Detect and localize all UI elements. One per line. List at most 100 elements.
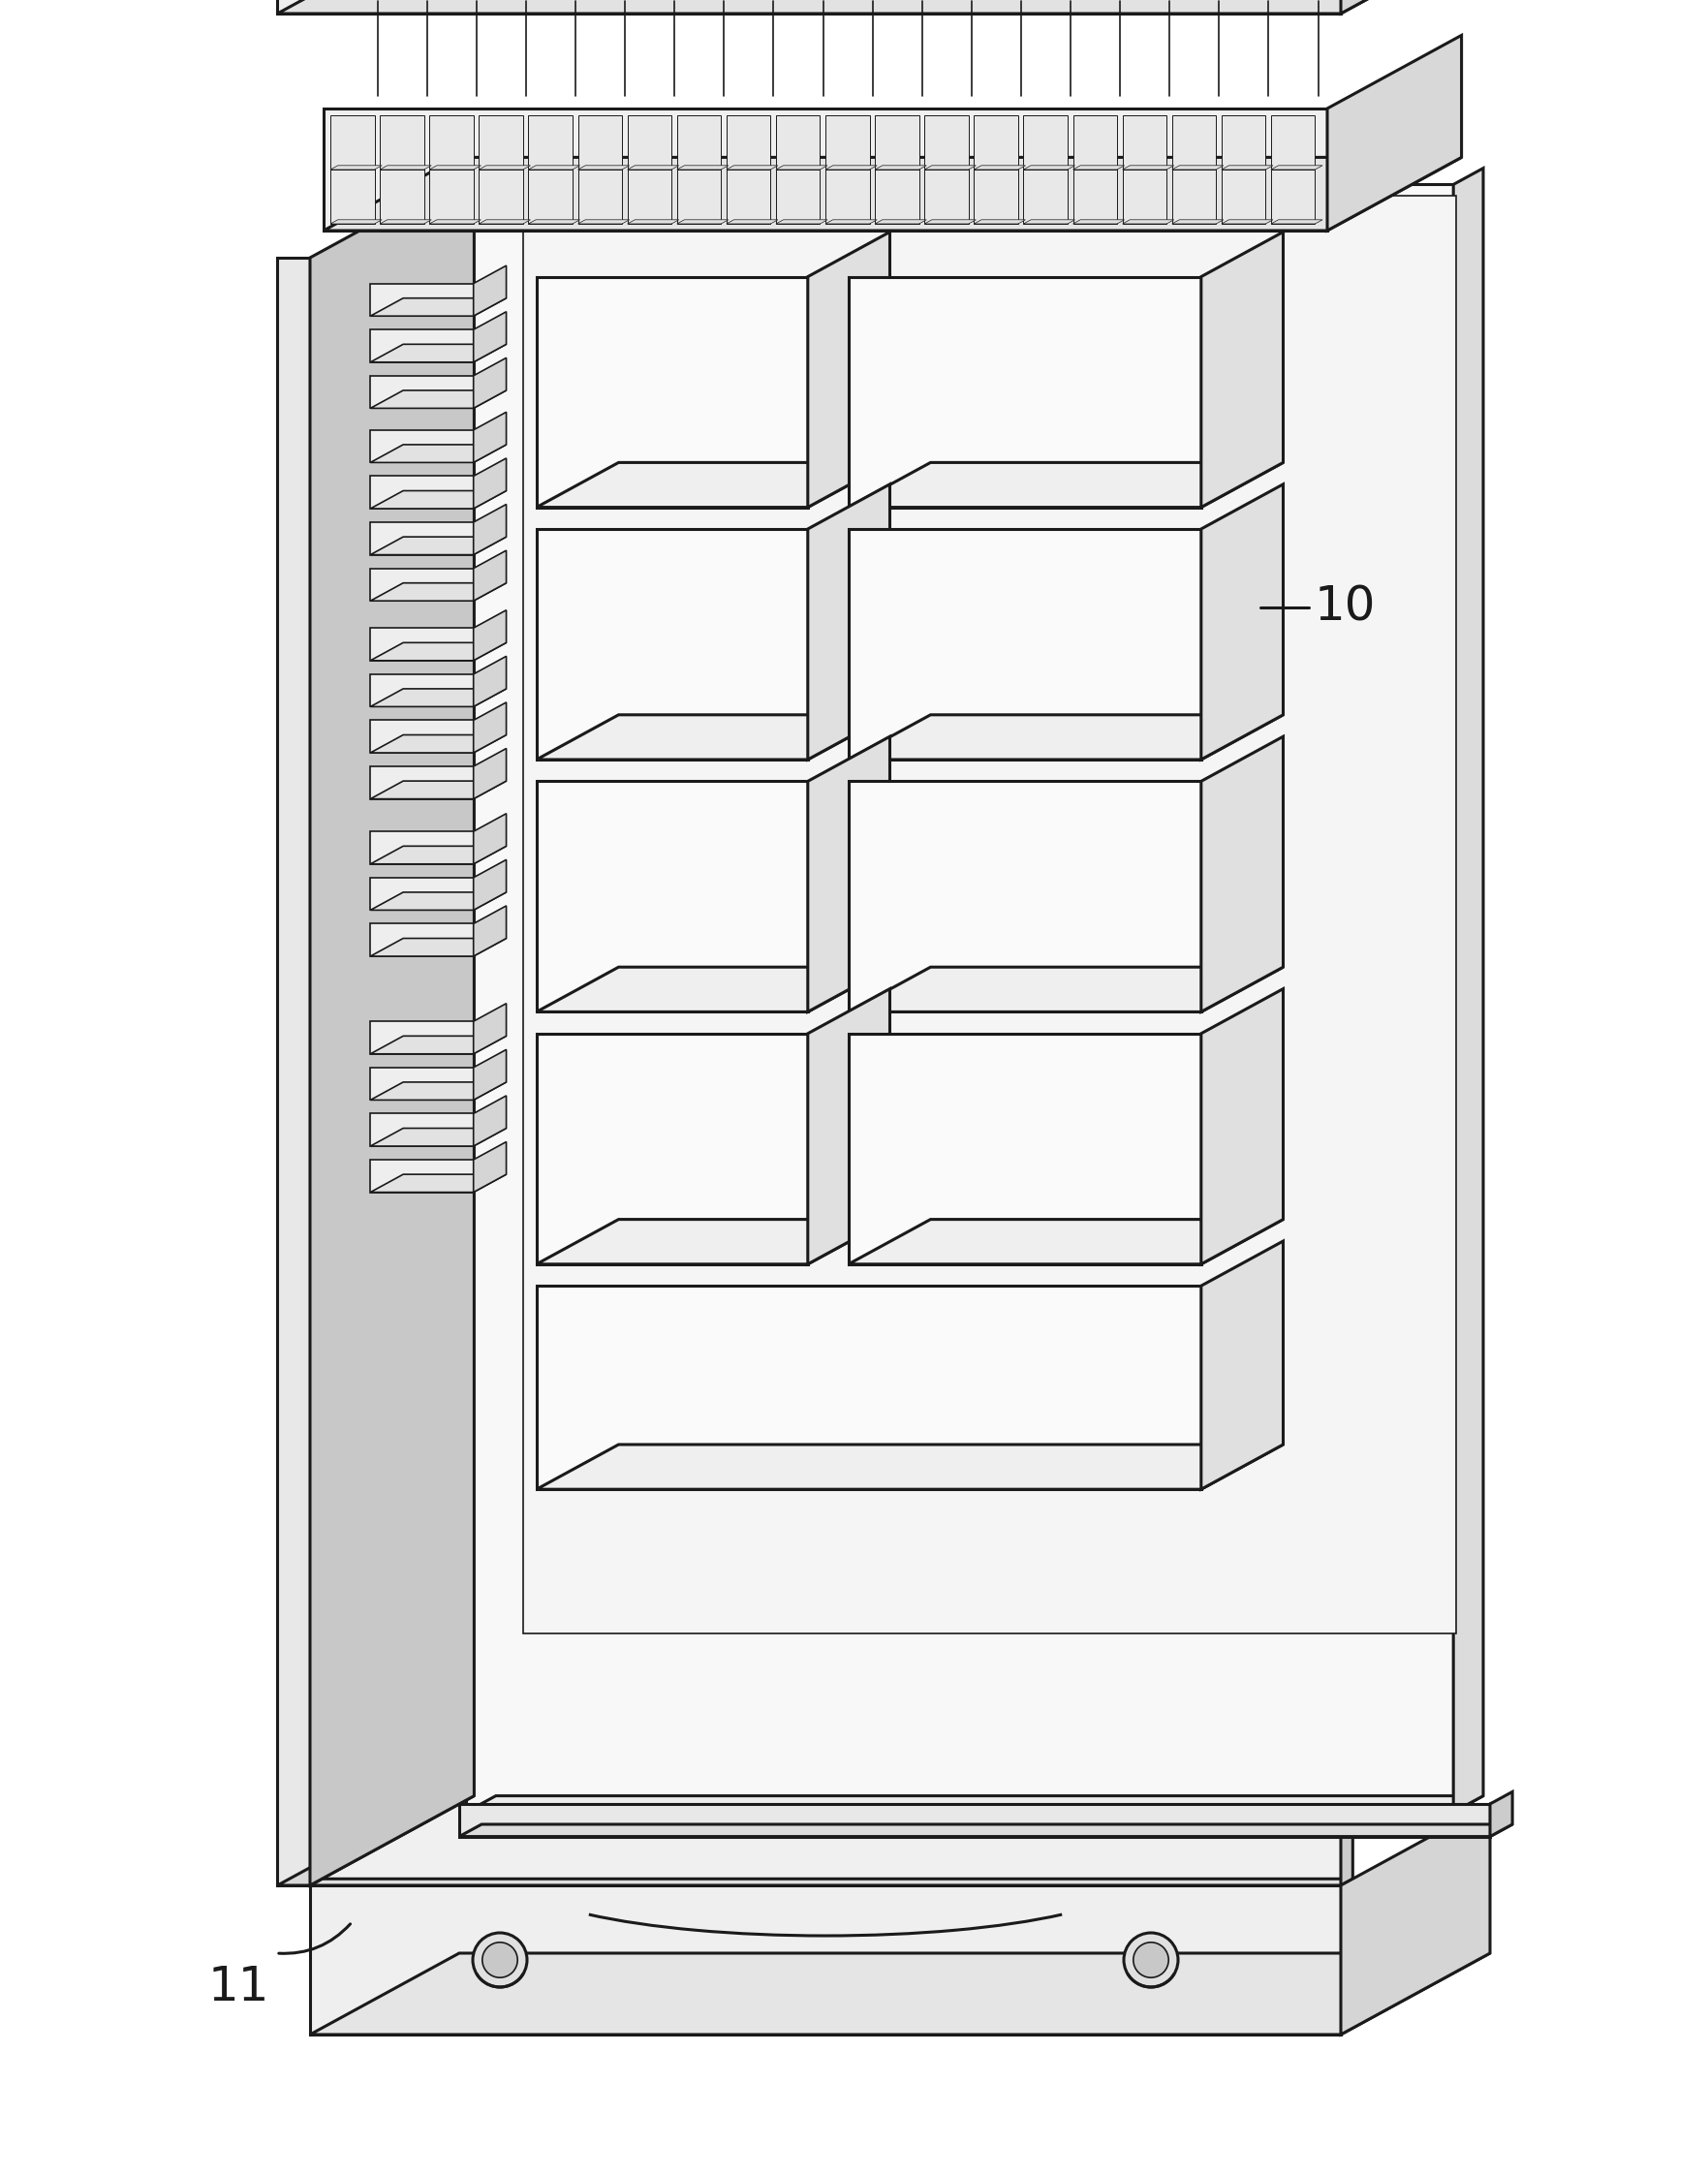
Polygon shape bbox=[371, 444, 506, 463]
Polygon shape bbox=[1271, 220, 1322, 224]
Polygon shape bbox=[379, 220, 432, 224]
Polygon shape bbox=[1073, 115, 1117, 170]
Polygon shape bbox=[371, 477, 473, 509]
Polygon shape bbox=[429, 115, 473, 170]
Polygon shape bbox=[1454, 168, 1483, 1813]
Polygon shape bbox=[528, 170, 572, 224]
Polygon shape bbox=[536, 529, 808, 759]
Polygon shape bbox=[473, 459, 506, 509]
Polygon shape bbox=[371, 781, 506, 799]
Polygon shape bbox=[473, 1142, 506, 1192]
Polygon shape bbox=[459, 1804, 1489, 1837]
Polygon shape bbox=[1172, 170, 1216, 224]
Circle shape bbox=[1124, 1932, 1179, 1987]
Polygon shape bbox=[371, 537, 506, 555]
Polygon shape bbox=[371, 877, 473, 910]
Circle shape bbox=[473, 1932, 528, 1987]
Polygon shape bbox=[825, 115, 869, 170]
Polygon shape bbox=[371, 766, 473, 799]
Polygon shape bbox=[676, 220, 728, 224]
Polygon shape bbox=[1023, 165, 1074, 170]
Polygon shape bbox=[1341, 0, 1378, 13]
Polygon shape bbox=[577, 165, 630, 170]
Polygon shape bbox=[726, 220, 777, 224]
Polygon shape bbox=[536, 1286, 1201, 1488]
Polygon shape bbox=[808, 485, 890, 759]
Polygon shape bbox=[311, 1954, 1489, 2035]
Polygon shape bbox=[371, 1114, 473, 1147]
Polygon shape bbox=[371, 831, 473, 864]
Polygon shape bbox=[478, 165, 531, 170]
Polygon shape bbox=[371, 1175, 506, 1192]
Polygon shape bbox=[473, 814, 506, 864]
Polygon shape bbox=[1023, 220, 1074, 224]
Polygon shape bbox=[1122, 220, 1173, 224]
Polygon shape bbox=[429, 165, 482, 170]
Polygon shape bbox=[1122, 170, 1167, 224]
Polygon shape bbox=[808, 735, 890, 1012]
Polygon shape bbox=[1271, 165, 1322, 170]
Polygon shape bbox=[323, 157, 1462, 231]
Polygon shape bbox=[536, 463, 890, 507]
Polygon shape bbox=[726, 115, 770, 170]
Polygon shape bbox=[311, 1884, 1341, 2035]
Polygon shape bbox=[277, 0, 1341, 13]
Polygon shape bbox=[371, 1036, 506, 1053]
Polygon shape bbox=[775, 220, 827, 224]
Polygon shape bbox=[473, 357, 506, 409]
Polygon shape bbox=[528, 165, 581, 170]
Polygon shape bbox=[1271, 115, 1315, 170]
Polygon shape bbox=[1073, 165, 1124, 170]
Polygon shape bbox=[1201, 233, 1283, 507]
Polygon shape bbox=[1327, 35, 1462, 231]
Polygon shape bbox=[371, 690, 506, 707]
Polygon shape bbox=[676, 170, 721, 224]
Polygon shape bbox=[536, 1034, 808, 1264]
Polygon shape bbox=[1201, 1240, 1283, 1488]
Polygon shape bbox=[429, 220, 482, 224]
Polygon shape bbox=[371, 492, 506, 509]
Polygon shape bbox=[371, 390, 506, 409]
Polygon shape bbox=[874, 165, 926, 170]
Polygon shape bbox=[371, 846, 506, 864]
Polygon shape bbox=[1201, 988, 1283, 1264]
Polygon shape bbox=[726, 170, 770, 224]
Polygon shape bbox=[536, 966, 890, 1012]
Polygon shape bbox=[379, 115, 424, 170]
Circle shape bbox=[1134, 1943, 1168, 1978]
Polygon shape bbox=[825, 220, 876, 224]
Polygon shape bbox=[371, 629, 473, 662]
Polygon shape bbox=[849, 781, 1201, 1012]
Polygon shape bbox=[874, 115, 919, 170]
Polygon shape bbox=[473, 1097, 506, 1147]
Polygon shape bbox=[577, 115, 622, 170]
Polygon shape bbox=[473, 905, 506, 955]
Polygon shape bbox=[371, 283, 473, 316]
Polygon shape bbox=[1221, 165, 1272, 170]
Polygon shape bbox=[459, 1823, 1512, 1837]
Polygon shape bbox=[924, 115, 968, 170]
Polygon shape bbox=[849, 1219, 1283, 1264]
Polygon shape bbox=[577, 170, 622, 224]
Polygon shape bbox=[536, 714, 890, 759]
Polygon shape bbox=[311, 1878, 1353, 1884]
Polygon shape bbox=[478, 115, 523, 170]
Polygon shape bbox=[849, 463, 1283, 507]
Polygon shape bbox=[627, 165, 680, 170]
Polygon shape bbox=[371, 329, 473, 361]
Polygon shape bbox=[1172, 220, 1223, 224]
Polygon shape bbox=[1271, 170, 1315, 224]
Polygon shape bbox=[849, 1034, 1201, 1264]
Polygon shape bbox=[1221, 220, 1272, 224]
Polygon shape bbox=[371, 344, 506, 361]
Polygon shape bbox=[627, 220, 680, 224]
Polygon shape bbox=[371, 735, 506, 753]
Polygon shape bbox=[371, 1127, 506, 1147]
Polygon shape bbox=[473, 860, 506, 910]
Polygon shape bbox=[478, 170, 523, 224]
Polygon shape bbox=[577, 220, 630, 224]
Polygon shape bbox=[849, 529, 1201, 759]
Polygon shape bbox=[330, 170, 374, 224]
Polygon shape bbox=[473, 311, 506, 361]
Polygon shape bbox=[371, 720, 473, 753]
